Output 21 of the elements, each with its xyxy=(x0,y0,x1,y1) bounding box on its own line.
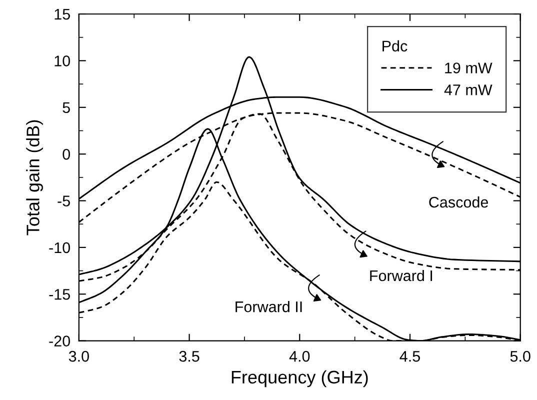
annotation: Forward II xyxy=(236,301,302,312)
x-axis-title: Frequency (GHz) xyxy=(232,370,368,388)
legend-label: 19 mW xyxy=(445,62,492,74)
annotation: Cascode xyxy=(429,196,488,208)
y-axis-title: Total gain (dB) xyxy=(26,120,43,236)
y-tick-label: 5 xyxy=(62,102,70,114)
annotation: Forward I xyxy=(370,270,432,282)
x-tick-label: 4.0 xyxy=(289,350,310,362)
y-tick-label: -20 xyxy=(49,336,70,346)
x-tick-label: 3.5 xyxy=(179,350,200,362)
y-tick-label: -10 xyxy=(49,242,70,254)
y-tick-label: -15 xyxy=(49,289,70,300)
x-tick-label: 5.0 xyxy=(510,350,530,362)
y-tick-label: -5 xyxy=(58,196,70,206)
x-tick-label: 3.0 xyxy=(68,350,89,362)
y-tick-label: 0 xyxy=(62,148,70,160)
x-tick-label: 4.5 xyxy=(400,351,420,362)
legend-title: Pdc xyxy=(382,40,408,52)
y-tick-label: 10 xyxy=(54,56,70,66)
y-tick-label: 15 xyxy=(54,9,70,20)
legend-label: 47 mW xyxy=(444,84,492,96)
